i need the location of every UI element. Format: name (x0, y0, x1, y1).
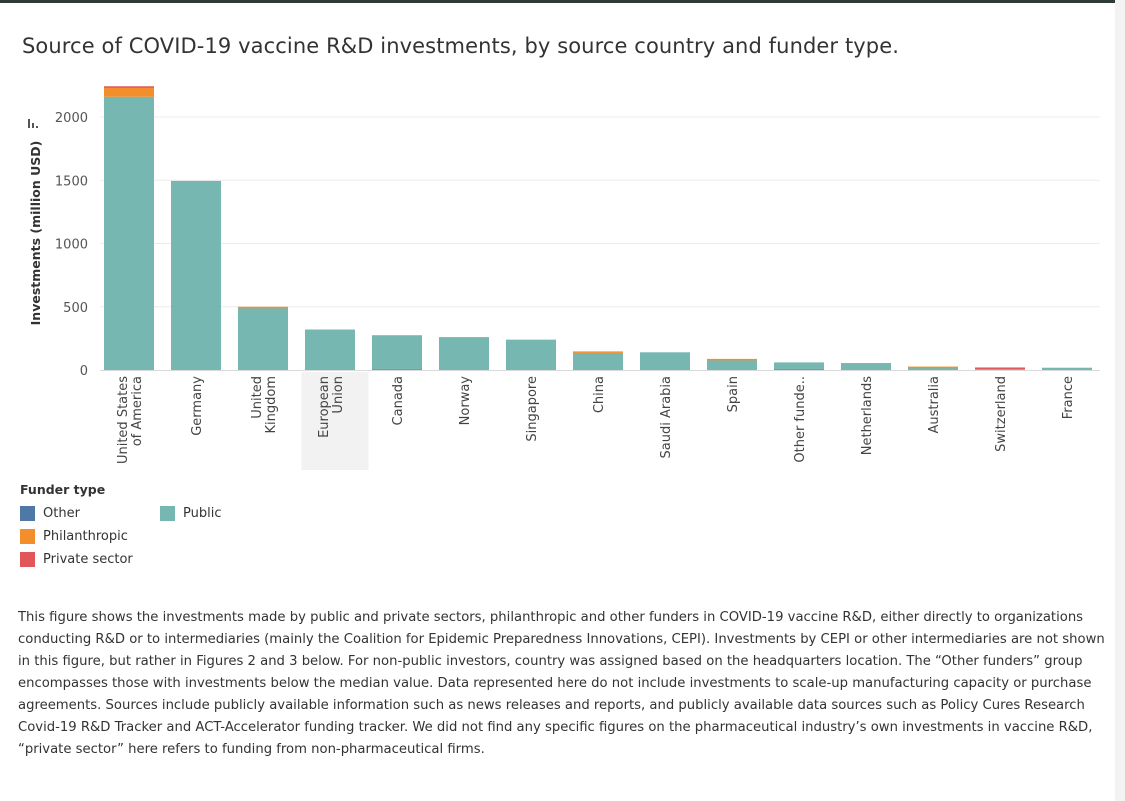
y-tick-label: 0 (80, 364, 88, 379)
bar-chart: 0 500 1000 1500 2000 Investments (million USD… (28, 86, 1100, 470)
x-tick-label-australia: Australia (927, 376, 942, 434)
bar-philanthropic-china (573, 351, 623, 353)
bar-public-united-kingdom (238, 308, 288, 370)
x-tick-label-norway: Norway (458, 376, 473, 426)
x-tick-label-singapore: Singapore (525, 376, 540, 442)
bar-public-netherlands (841, 363, 891, 370)
bar-public-switzerland (975, 368, 1025, 371)
bar-philanthropic-united-states-of-america (104, 87, 154, 97)
chart-title: Source of COVID-19 vaccine R&D investmen… (22, 34, 900, 58)
legend-swatch-philanthropic (20, 529, 35, 544)
sort-icon (32, 123, 34, 128)
x-tick-label-united-kingdom: United (250, 376, 265, 419)
x-tick-label-china: China (592, 376, 607, 413)
legend-label-other: Other (43, 506, 80, 521)
legend-swatch-public (160, 506, 175, 521)
bar-philanthropic-united-kingdom (238, 306, 288, 309)
bar-public-canada (372, 335, 422, 370)
bar-public-germany (171, 180, 221, 370)
bar-public-other-funde (774, 362, 824, 370)
bar-philanthropic-australia (908, 366, 958, 369)
x-tick-label-united-kingdom: Kingdom (264, 376, 279, 434)
x-tick-label-germany: Germany (190, 376, 205, 436)
legend-item-public[interactable]: Public (160, 506, 221, 521)
legend-item-philanthropic[interactable]: Philanthropic (20, 529, 128, 544)
bar-philanthropic-spain (707, 358, 757, 361)
x-tick-label-united-states-of-america: United States (116, 376, 131, 464)
x-tick-label-european-union: European (317, 376, 332, 438)
legend-item-private-sector[interactable]: Private sector (20, 552, 133, 567)
bar-public-spain (707, 359, 757, 370)
bar-public-united-states-of-america (104, 96, 154, 370)
legend-label-private-sector: Private sector (43, 552, 133, 567)
legend-swatch-other (20, 506, 35, 521)
bar-public-saudi-arabia (640, 352, 690, 370)
legend-label-philanthropic: Philanthropic (43, 529, 128, 544)
x-tick-label-european-union: Union (331, 376, 346, 414)
x-tick-label-france: France (1061, 376, 1076, 419)
x-tick-label-spain: Spain (726, 376, 741, 412)
figure-note: This figure shows the investments made b… (18, 610, 1105, 757)
legend-swatch-private-sector (20, 552, 35, 567)
y-tick-label: 1500 (55, 174, 88, 189)
bar-public-australia (908, 367, 958, 370)
bar-public-singapore (506, 339, 556, 370)
legend-title: Funder type (20, 482, 106, 497)
y-axis-title: Investments (million USD) (28, 141, 43, 326)
sort-icon (28, 119, 30, 128)
legend-label-public: Public (183, 506, 222, 521)
top-border (0, 0, 1125, 3)
x-tick-label-united-states-of-america: of America (130, 376, 145, 446)
bar-public-european-union (305, 329, 355, 370)
y-tick-label: 2000 (55, 111, 88, 126)
y-tick-label: 1000 (55, 238, 88, 253)
bar-public-norway (439, 337, 489, 370)
x-tick-label-switzerland: Switzerland (994, 376, 1009, 452)
sort-icon (36, 126, 38, 128)
bar-private-sector-united-states-of-america (104, 86, 154, 88)
legend: Funder type Other Philanthropic Private … (20, 482, 221, 567)
x-tick-label-netherlands: Netherlands (860, 376, 875, 455)
legend-item-other[interactable]: Other (20, 506, 80, 521)
x-tick-label-canada: Canada (391, 376, 406, 425)
bar-public-france (1042, 367, 1092, 370)
x-tick-label-saudi-arabia: Saudi Arabia (659, 376, 674, 459)
side-border (1115, 0, 1125, 801)
highlighted-category-background (301, 372, 369, 470)
bar-public-china (573, 352, 623, 370)
x-tick-label-other-funde: Other funde.. (793, 376, 808, 463)
y-tick-label: 500 (63, 301, 88, 316)
bar-private-sector-switzerland (975, 367, 1025, 369)
